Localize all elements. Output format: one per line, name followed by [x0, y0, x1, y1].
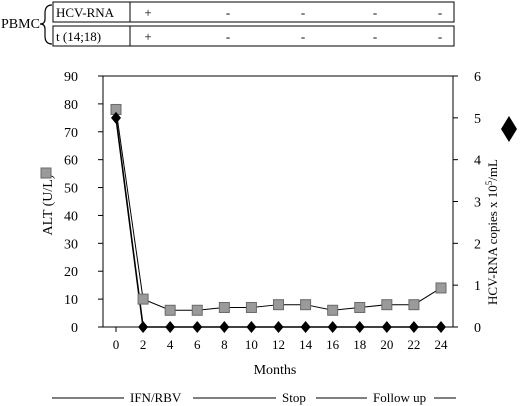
left-tick-label: 20 — [64, 265, 78, 280]
right-tick-label: 0 — [474, 321, 481, 336]
x-tick-label: 8 — [221, 337, 228, 352]
left-tick-label: 40 — [64, 209, 78, 224]
hcv-rna-point — [138, 321, 149, 333]
left-tick-label: 0 — [71, 321, 78, 336]
pbmc-mark: - — [438, 5, 442, 20]
hcv-rna-point — [327, 321, 338, 333]
pbmc-mark: - — [226, 29, 230, 44]
hcv-rna-point — [273, 321, 284, 333]
pbmc-mark: - — [438, 29, 442, 44]
pbmc-row-box-t1418 — [52, 25, 455, 47]
left-tick-label: 50 — [64, 182, 78, 197]
left-axis-label: ALT (U/L) — [41, 174, 56, 235]
left-tick-label: 60 — [64, 154, 78, 169]
pbmc-mark: + — [144, 5, 151, 20]
series-line-square — [115, 109, 442, 311]
pbmc-mark: - — [301, 29, 305, 44]
alt-point — [164, 304, 176, 316]
x-tick-label: 0 — [113, 337, 120, 352]
pbmc-row-label-hcv: HCV-RNA — [56, 5, 115, 20]
right-axis-ticks: 0 1 2 3 4 5 6 — [453, 70, 481, 336]
alt-point — [245, 301, 257, 313]
x-tick-label: 2 — [140, 337, 147, 352]
hcv-rna-point — [436, 321, 446, 333]
right-tick-label: 4 — [474, 154, 481, 169]
right-tick-label: 3 — [474, 196, 481, 211]
x-tick-label: 12 — [272, 337, 285, 352]
alt-point — [354, 301, 366, 313]
alt-point — [408, 299, 420, 311]
axes — [102, 75, 454, 328]
timeline-label-stop: Stop — [282, 390, 306, 405]
left-tick-label: 30 — [64, 237, 78, 252]
right-tick-label: 5 — [474, 112, 481, 127]
hcv-rna-point — [354, 321, 365, 333]
x-tick-label: 18 — [353, 337, 366, 352]
timeline: IFN/RBV Stop Follow up — [52, 390, 456, 405]
pbmc-brace — [39, 4, 53, 45]
series-lines — [115, 109, 442, 328]
alt-point — [435, 282, 447, 294]
pbmc-group-label: PBMC — [1, 17, 40, 32]
left-tick-label: 80 — [64, 98, 78, 113]
hcv-rna-point — [165, 321, 176, 333]
hcv-rna-point — [408, 321, 419, 333]
hcv-rna-point — [219, 321, 230, 333]
hcv-rna-point — [246, 321, 257, 333]
hcv-rna-point — [111, 111, 121, 124]
pbmc-mark: - — [226, 5, 230, 20]
alt-point — [218, 301, 230, 313]
right-tick-label: 6 — [474, 70, 481, 85]
right-tick-label: 2 — [474, 237, 481, 252]
x-tick-label: 4 — [167, 337, 174, 352]
pbmc-row-label-t1418: t (14;18) — [56, 29, 101, 44]
right-tick-label: 1 — [474, 279, 481, 294]
left-axis-legend-marker — [40, 167, 52, 179]
x-tick-label: 10 — [245, 337, 258, 352]
x-axis-ticks: 0 2 4 6 8 10 12 14 16 18 20 22 24 — [113, 327, 448, 352]
x-axis-label: Months — [254, 363, 297, 378]
hcv-rna-point — [300, 321, 311, 333]
hcv-rna-point — [192, 321, 203, 333]
pbmc-panel: PBMC HCV-RNA t (14;18) + - - - - + - - - - — [1, 1, 455, 47]
left-tick-label: 70 — [64, 126, 78, 141]
alt-point — [137, 293, 149, 305]
x-tick-label: 14 — [299, 337, 313, 352]
right-axis-label-end: /mL — [485, 159, 500, 181]
x-tick-label: 16 — [326, 337, 340, 352]
timeline-label-ifn-rbv: IFN/RBV — [130, 390, 182, 405]
alt-point — [191, 304, 203, 316]
series-markers — [110, 103, 447, 333]
alt-point — [381, 299, 393, 311]
pbmc-row-box-hcv — [52, 1, 455, 23]
x-tick-label: 24 — [435, 337, 449, 352]
x-tick-label: 22 — [407, 337, 420, 352]
right-axis-label-sup: 5 — [484, 180, 494, 185]
timeline-label-follow-up: Follow up — [373, 390, 426, 405]
alt-point — [327, 304, 339, 316]
pbmc-mark: - — [373, 5, 377, 20]
pbmc-mark: - — [373, 29, 377, 44]
alt-point — [300, 299, 312, 311]
pbmc-marks: + - - - - + - - - - — [144, 5, 442, 44]
right-axis-label-main: HCV-RNA copies x 10 — [485, 185, 500, 305]
left-tick-label: 90 — [64, 70, 78, 85]
left-tick-label: 10 — [64, 293, 78, 308]
right-axis-label: HCV-RNA copies x 105/mL — [484, 159, 500, 305]
x-tick-label: 6 — [194, 337, 201, 352]
pbmc-mark: - — [301, 5, 305, 20]
right-axis-legend-marker — [501, 116, 517, 142]
pbmc-mark: + — [144, 29, 151, 44]
alt-point — [273, 299, 284, 311]
left-axis-ticks: 0 10 20 30 40 50 60 70 80 90 — [64, 70, 103, 336]
x-tick-label: 20 — [380, 337, 393, 352]
hcv-rna-point — [381, 321, 392, 333]
series-line-diamond — [115, 117, 441, 328]
